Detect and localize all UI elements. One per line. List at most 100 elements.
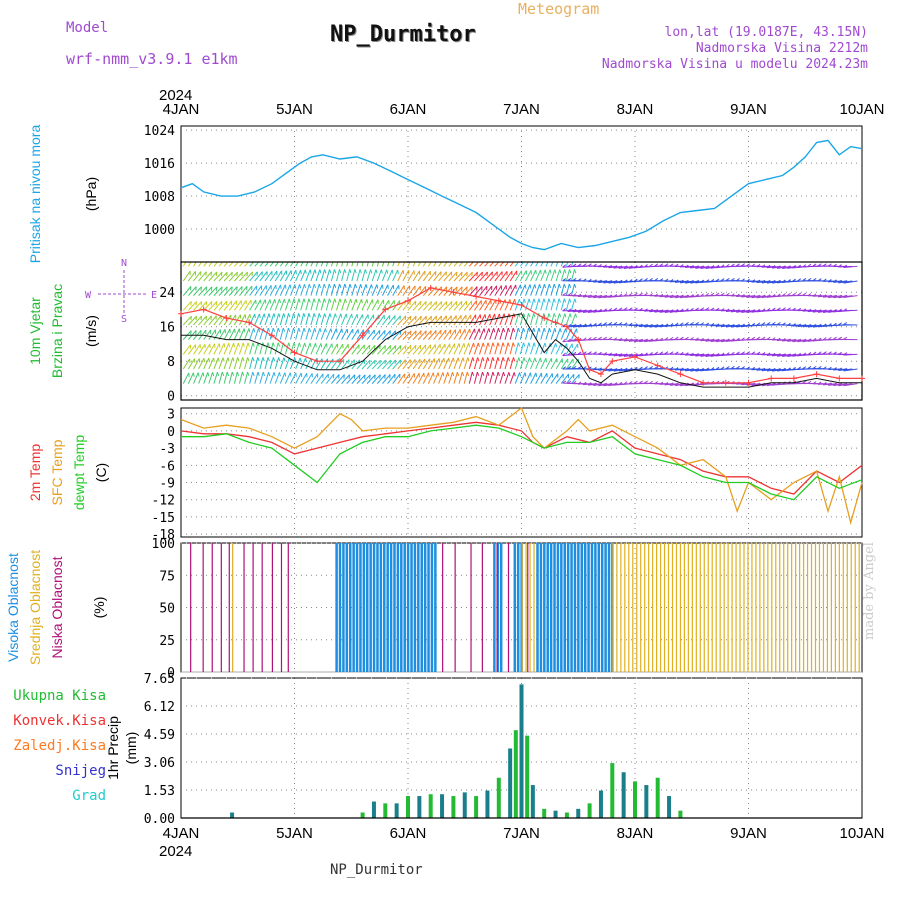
wind-barb-head — [776, 293, 781, 297]
cloud-high-bar — [570, 543, 573, 672]
wind-barb-head — [643, 308, 648, 312]
wind-barb — [279, 327, 284, 340]
x-tick-label-bottom: 8JAN — [617, 825, 654, 842]
cloud-mid-bar — [699, 543, 701, 672]
wind-barb-head — [278, 313, 281, 318]
wind-barb-head — [730, 277, 735, 281]
wind-barb-head — [474, 328, 476, 333]
wind-barb-head — [277, 342, 281, 347]
precip-legend-1: Konvek.Kisa — [13, 713, 106, 729]
wind-barb — [310, 298, 315, 311]
wind-barb — [218, 314, 227, 326]
wind-barb-head — [633, 338, 638, 343]
wind-barb-head — [669, 279, 674, 283]
wind-barb-head — [776, 322, 781, 326]
wind-barb — [249, 342, 254, 355]
wind-barb — [525, 270, 532, 282]
wind-barb-head — [567, 292, 572, 296]
wind-barb-head — [638, 292, 643, 296]
wind-barb-head — [205, 286, 208, 291]
wind-barb — [417, 270, 426, 282]
wind-barb-head — [843, 264, 847, 268]
wind-barb — [290, 342, 295, 355]
wind-barb-head — [472, 357, 475, 362]
wind-barb-head — [628, 381, 633, 385]
wind-barb — [254, 299, 261, 311]
wind-barb — [351, 374, 361, 384]
wind-barb-head — [559, 328, 562, 333]
wind-barb — [376, 269, 382, 282]
wind-barb-head — [514, 299, 517, 304]
wind-barb-head — [374, 360, 376, 365]
wind-barb — [509, 270, 518, 282]
wind-barb — [223, 300, 233, 311]
wind-barb-head — [802, 292, 807, 296]
cloud-high-bar — [366, 543, 369, 672]
wind-barb-head — [577, 323, 582, 328]
wind-barb-head — [690, 368, 694, 372]
wind-barb — [484, 285, 493, 296]
wind-barb-head — [598, 336, 602, 340]
wind-barb — [244, 271, 253, 282]
wind-barb — [274, 298, 281, 311]
wind-barb — [550, 283, 555, 296]
wind-barb-head — [735, 351, 740, 355]
wind-barb-head — [608, 280, 612, 284]
cloud-high-bar — [587, 543, 590, 672]
wind-barb-head — [455, 301, 458, 306]
wind-barb — [371, 284, 378, 296]
page-title: NP_Durmitor — [330, 22, 476, 47]
wind-barb-head — [741, 366, 745, 370]
wind-barb-head — [243, 328, 246, 333]
wind-barb — [305, 298, 310, 311]
wind-barb-head — [741, 351, 745, 355]
wind-barb-head — [477, 357, 480, 362]
wind-barb — [463, 262, 469, 267]
wind-barb — [208, 372, 214, 384]
wind-barb-head — [715, 353, 720, 357]
wind-barb-head — [304, 342, 307, 347]
wind-barb-head — [300, 269, 302, 275]
wind-barb — [228, 371, 233, 384]
wind-barb — [514, 270, 522, 282]
cloud-mid-bar — [763, 543, 765, 672]
wind-barb-head — [608, 308, 613, 312]
wind-barb-head — [447, 372, 450, 377]
wind-barb-head — [802, 323, 807, 328]
wind-barb — [269, 262, 275, 267]
wind-barb-head — [361, 299, 363, 304]
wind-barb-head — [787, 367, 791, 371]
wind-barb — [499, 371, 504, 384]
wind-barb-head — [787, 307, 791, 311]
precip-legend-0: Ukupna Kisa — [13, 688, 106, 704]
wind-barb — [198, 286, 208, 296]
wind-barb-head — [533, 313, 536, 318]
wind-barb — [315, 373, 324, 384]
wind-barb — [458, 343, 465, 355]
x-tick-label-top: 10JAN — [839, 101, 884, 118]
x-tick-label-top: 9JAN — [730, 101, 767, 118]
wind-barb-head — [328, 298, 332, 303]
wind-barb — [448, 372, 454, 384]
wind-barb — [274, 357, 280, 370]
wind-barb-head — [618, 353, 623, 357]
wind-barb — [213, 357, 219, 370]
wind-barb-head — [502, 327, 506, 333]
wind-barb — [463, 328, 471, 340]
precip-bar — [394, 803, 399, 818]
wind-barb-head — [517, 327, 521, 332]
wind-barb — [843, 295, 858, 299]
wind-barb-head — [562, 352, 567, 356]
wind-barb-head — [572, 277, 577, 281]
wind-barb-head — [487, 371, 490, 376]
wind-barb-head — [741, 323, 745, 328]
y-tick-label: 100 — [152, 537, 175, 552]
wind-barb — [407, 359, 416, 370]
wind-barb — [182, 344, 191, 355]
precip-legend-3: Snijeg — [55, 763, 106, 779]
cloud-high-bar — [406, 543, 410, 672]
wind-barb-head — [771, 307, 776, 311]
precip-legend-2: Zaledj.Kisa — [13, 738, 106, 754]
wind-barb — [565, 283, 570, 296]
wind-barb-head — [478, 328, 481, 333]
